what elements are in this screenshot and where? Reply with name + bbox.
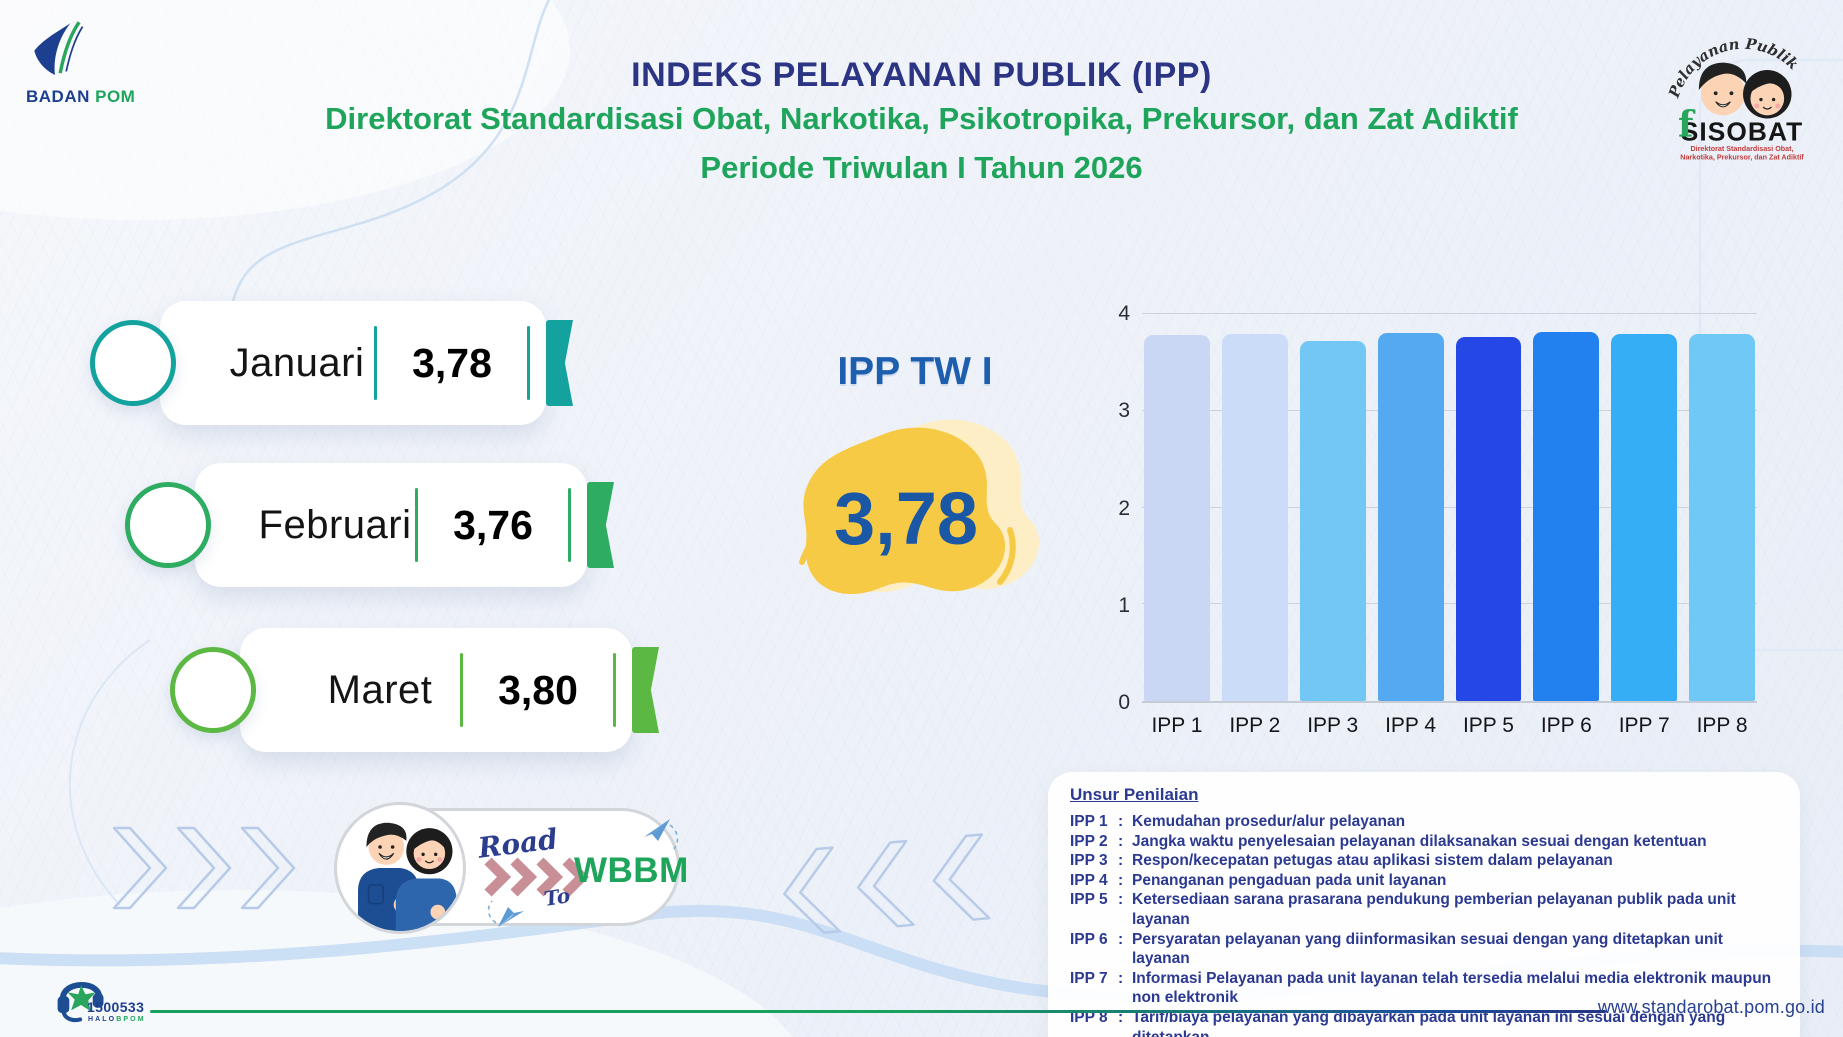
month-card-maret: Maret 3,80 bbox=[170, 628, 659, 752]
chart-x-labels: IPP 1 IPP 2 IPP 3 IPP 4 IPP 5 IPP 6 IPP 7 IPP 8 bbox=[1142, 714, 1757, 738]
bar-ipp-6 bbox=[1533, 332, 1600, 701]
month-score: 3,76 bbox=[453, 501, 533, 548]
bar-ipp-7 bbox=[1611, 334, 1678, 701]
bar-ipp-2 bbox=[1221, 334, 1288, 701]
hotline-bpom-text: BPOM bbox=[116, 1016, 146, 1023]
bar-ipp-1 bbox=[1144, 335, 1210, 701]
month-score: 3,80 bbox=[498, 666, 578, 713]
page-subtitle-directorate: Direktorat Standardisasi Obat, Narkotika… bbox=[325, 101, 1518, 136]
divider bbox=[613, 653, 616, 727]
hotline-name: HALOBPOM bbox=[88, 1016, 146, 1023]
divider bbox=[415, 488, 418, 562]
unsur-item: IPP 8: Tarif/biaya pelayanan yang dibayar… bbox=[1070, 1008, 1726, 1037]
website-url: www.standarobat.pom.go.id bbox=[1597, 997, 1825, 1017]
unsur-item: IPP 3: Respon/kecepatan petugas atau apli… bbox=[1070, 852, 1613, 870]
divider bbox=[527, 326, 530, 400]
unsur-item: IPP 5: Ketersediaan sarana prasarana pend… bbox=[1070, 891, 1736, 928]
hotline-number: 1500533 bbox=[87, 999, 145, 1015]
bar-ipp-8 bbox=[1689, 334, 1755, 701]
gridline bbox=[1142, 313, 1757, 314]
month-label: Januari bbox=[229, 340, 365, 385]
month-card-februari: Februari 3,76 bbox=[125, 463, 614, 587]
chart-plot bbox=[1142, 313, 1757, 703]
badan-pom-logo: BADAN POM bbox=[20, 18, 190, 107]
month-circle-icon bbox=[170, 647, 256, 733]
month-circle-icon bbox=[90, 320, 176, 406]
y-tick-label: 2 bbox=[1118, 496, 1130, 520]
to-text: To bbox=[542, 883, 572, 911]
sisobat-subtitle-1: Direktorat Standardisasi Obat, bbox=[1690, 145, 1793, 153]
month-label: Februari bbox=[258, 502, 412, 547]
x-label: IPP 2 bbox=[1229, 714, 1281, 737]
x-label: IPP 6 bbox=[1540, 714, 1592, 737]
footer-divider-line bbox=[150, 1010, 1606, 1013]
staff-illustration bbox=[334, 802, 466, 934]
unsur-item: IPP 4: Penanganan pengaduan pada unit lay… bbox=[1070, 871, 1447, 889]
quarter-blob-decoration bbox=[799, 419, 1040, 595]
sisobat-girl-face bbox=[1743, 70, 1792, 119]
divider bbox=[374, 326, 377, 400]
quarter-label: IPP TW I bbox=[837, 350, 993, 393]
y-tick-label: 4 bbox=[1118, 302, 1130, 325]
brand-pom-text: POM bbox=[95, 87, 136, 106]
y-tick-label: 0 bbox=[1118, 691, 1130, 714]
chart-y-axis: 0 1 2 3 4 bbox=[1100, 302, 1136, 714]
sisobat-subtitle-2: Narkotika, Prekursor, dan Zat Adiktif bbox=[1680, 154, 1804, 162]
road-chevrons-icon bbox=[484, 857, 590, 897]
brand-badan-text: BADAN bbox=[26, 87, 90, 106]
month-circle-icon bbox=[125, 482, 211, 568]
y-tick-label: 3 bbox=[1118, 399, 1130, 423]
unsur-item: IPP 7: Informasi Pelayanan pada unit laya… bbox=[1070, 969, 1772, 1007]
quarter-score: 3,78 bbox=[833, 477, 979, 560]
month-score: 3,78 bbox=[412, 339, 492, 386]
sisobat-boy-face bbox=[1698, 62, 1747, 116]
chart-bars bbox=[1142, 314, 1757, 701]
paper-plane-icon bbox=[644, 819, 679, 850]
page-title: INDEKS PELAYANAN PUBLIK (IPP) bbox=[631, 56, 1212, 94]
gridline bbox=[1142, 409, 1757, 411]
unsur-item: IPP 1: Kemudahan prosedur/alur pelayanan bbox=[1070, 813, 1406, 830]
bar-ipp-5 bbox=[1455, 337, 1522, 701]
gridline bbox=[1142, 506, 1757, 508]
x-label: IPP 4 bbox=[1385, 714, 1437, 737]
unsur-penilaian-panel: Unsur Penilaian IPP 1: Kemudahan prosedur… bbox=[1048, 772, 1800, 1037]
hotline-halo-text: HALO bbox=[88, 1016, 117, 1023]
sisobat-logo: Pelayanan Publik SISOBAT Direktorat Stan… bbox=[1665, 36, 1804, 162]
road-to-wbbm-banner: Road To WBBM bbox=[334, 802, 688, 934]
unsur-item: IPP 2: Jangka waktu penyelesaian pelayana… bbox=[1070, 832, 1707, 850]
x-label: IPP 1 bbox=[1151, 714, 1203, 737]
month-label: Maret bbox=[327, 667, 433, 712]
badan-pom-swoosh-icon bbox=[34, 21, 84, 75]
y-tick-label: 1 bbox=[1118, 593, 1130, 617]
chevrons-left-icon bbox=[783, 833, 991, 934]
unsur-list: IPP 1: Kemudahan prosedur/alur pelayanan I… bbox=[1070, 812, 1778, 1037]
bar-ipp-4 bbox=[1377, 333, 1444, 701]
chevrons-right-icon bbox=[112, 826, 296, 910]
bar-ipp-3 bbox=[1299, 341, 1366, 701]
gridline bbox=[1142, 603, 1757, 605]
sisobat-name: SISOBAT bbox=[1681, 117, 1803, 147]
facebook-icon: f bbox=[1678, 104, 1694, 146]
x-label: IPP 8 bbox=[1696, 714, 1748, 737]
divider bbox=[460, 653, 463, 727]
x-label: IPP 5 bbox=[1462, 714, 1514, 737]
wbbm-text: WBBM bbox=[574, 851, 689, 890]
month-card-januari: Januari 3,78 bbox=[90, 301, 573, 425]
headset-icon bbox=[57, 982, 104, 1023]
page-subtitle-period: Periode Triwulan I Tahun 2026 bbox=[700, 150, 1143, 185]
divider bbox=[568, 488, 571, 562]
unsur-title: Unsur Penilaian bbox=[1070, 785, 1199, 804]
x-label: IPP 3 bbox=[1307, 714, 1359, 737]
x-label: IPP 7 bbox=[1618, 714, 1670, 737]
unsur-item: IPP 6: Persyaratan pelayanan yang diinfor… bbox=[1070, 930, 1723, 968]
badan-pom-wordmark: BADAN POM bbox=[26, 87, 190, 107]
paper-plane-icon bbox=[487, 900, 524, 927]
